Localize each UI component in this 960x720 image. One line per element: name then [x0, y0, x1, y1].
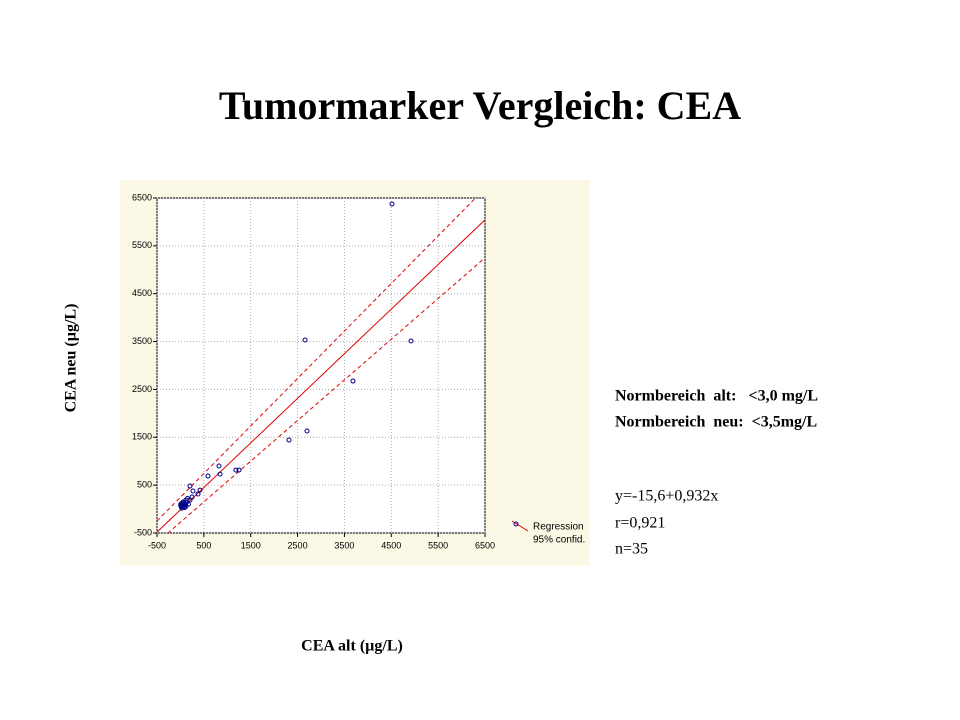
y-tick-label: 4500 [132, 288, 152, 298]
x-tick-label: 1500 [241, 540, 261, 550]
x-tick-label: 4500 [381, 540, 401, 550]
x-tick-label: 6500 [475, 540, 495, 550]
data-point [286, 437, 292, 443]
x-tick-label: 2500 [288, 540, 308, 550]
data-point [408, 338, 414, 344]
x-tick-label: 500 [196, 540, 211, 550]
data-point [350, 378, 356, 384]
confidence-lower [167, 257, 485, 533]
data-point [216, 463, 222, 469]
data-point [205, 473, 211, 479]
annotation: y=-15,6+0,932x [615, 488, 718, 505]
annotation: r=0,921 [615, 515, 665, 532]
regression-line [157, 219, 485, 533]
x-tick-label: -500 [148, 540, 166, 550]
data-point [217, 471, 223, 477]
annotation: Normbereich neu: <3,5mg/L [615, 414, 817, 431]
y-tick-label: -500 [134, 527, 152, 537]
data-point [302, 337, 308, 343]
legend-marker [513, 521, 519, 527]
data-point [233, 467, 239, 473]
x-axis-label: CEA alt (µg/L) [301, 638, 403, 655]
legend-label: Regression [533, 522, 584, 533]
plot-area [156, 197, 486, 534]
data-point [180, 500, 186, 506]
y-tick-label: 2500 [132, 384, 152, 394]
data-point [236, 467, 242, 473]
confidence-upper [157, 198, 477, 522]
legend-label: 95% confid. [533, 535, 585, 546]
y-tick-label: 500 [137, 480, 152, 490]
y-tick-label: 3500 [132, 336, 152, 346]
annotation: n=35 [615, 541, 648, 558]
data-point [197, 487, 203, 493]
data-point [389, 201, 395, 207]
x-tick-label: 5500 [428, 540, 448, 550]
y-tick-label: 1500 [132, 432, 152, 442]
y-axis-label: CEA neu (µg/L) [63, 304, 80, 413]
data-point [183, 503, 189, 509]
annotation: Normbereich alt: <3,0 mg/L [615, 388, 818, 405]
data-point [195, 491, 201, 497]
data-point [304, 428, 310, 434]
x-tick-label: 3500 [334, 540, 354, 550]
y-tick-label: 5500 [132, 240, 152, 250]
chart-title: Tumormarker Vergleich: CEA [219, 83, 741, 128]
data-point [187, 483, 193, 489]
y-tick-label: 6500 [132, 192, 152, 202]
data-point [190, 488, 196, 494]
